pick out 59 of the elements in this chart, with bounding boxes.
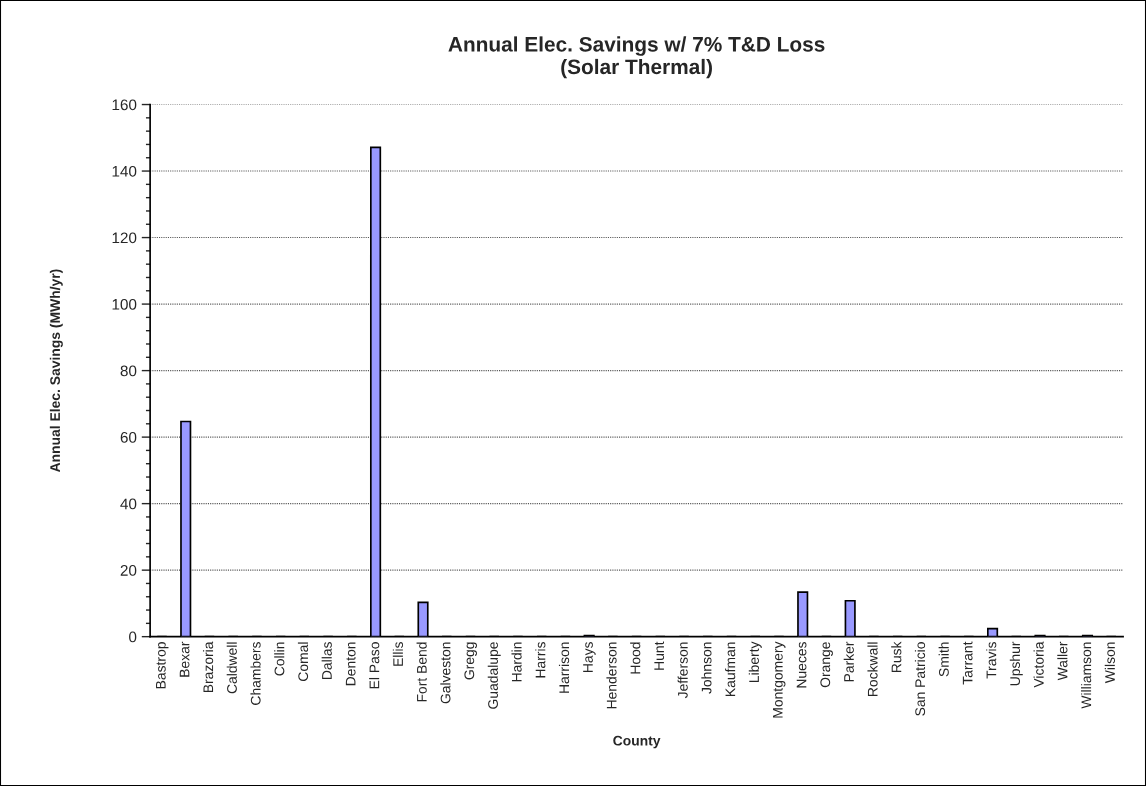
x-tick-label: Dallas: [321, 642, 332, 679]
y-tick-label: 60: [120, 431, 137, 443]
x-tick-label: Hood: [630, 642, 641, 674]
bar: [180, 420, 192, 637]
x-tick-label: Brazoria: [202, 641, 214, 693]
bar: [797, 591, 809, 637]
x-tick-label: Nueces: [796, 642, 807, 688]
x-tick-label: Kaufman: [725, 642, 736, 696]
bar: [844, 599, 856, 637]
x-tick-label: Bastrop: [156, 642, 169, 689]
y-tick-label: 140: [112, 165, 137, 177]
x-tick-label: Montgomery: [773, 641, 786, 718]
x-tick-label: Orange: [820, 642, 833, 688]
y-tick-label: 20: [120, 565, 137, 576]
x-tick-label: Henderson: [606, 642, 617, 709]
x-tick-label: Johnson: [701, 642, 712, 694]
x-tick-label: Collin: [274, 642, 285, 676]
x-tick-label: Williamson: [1081, 642, 1092, 709]
x-tick-label: Hunt: [654, 641, 665, 670]
x-tick-label: Hays: [583, 642, 596, 673]
x-tick-label: Travis: [986, 642, 997, 679]
x-tick-label: Parker: [843, 641, 854, 682]
x-tick-label: San Patricio: [914, 642, 926, 716]
y-axis-title: Annual Elec. Savings (MWh/yr): [49, 269, 63, 473]
x-tick-label: Caldwell: [226, 642, 237, 694]
bar: [417, 601, 429, 637]
x-tick-label: Guadalupe: [487, 642, 501, 709]
x-tick-label: Upshur: [1009, 641, 1023, 686]
x-axis-title: County: [613, 735, 661, 749]
x-tick-label: Liberty: [748, 641, 762, 683]
x-tick-label: Smith: [938, 642, 949, 677]
x-tick-label: El Paso: [369, 642, 380, 689]
x-tick-label: Hardin: [511, 642, 522, 682]
x-tick-label: Tarrant: [962, 641, 973, 685]
x-tick-label: Chambers: [250, 642, 261, 705]
x-tick-label: Ellis: [392, 642, 404, 666]
x-tick-label: Harrison: [558, 642, 570, 693]
y-tick-label: 120: [112, 232, 137, 244]
x-tick-label: Denton: [345, 642, 356, 686]
bar: [986, 627, 999, 637]
x-tick-label: Waller: [1057, 641, 1068, 681]
x-tick-label: Comal: [297, 642, 309, 681]
y-tick-label: 160: [112, 99, 137, 111]
x-tick-label: Victoria: [1033, 641, 1044, 688]
y-tick-label: 0: [129, 631, 137, 643]
y-tick-label: 100: [112, 298, 137, 310]
x-tick-label: Gregg: [464, 642, 477, 680]
x-tick-label: Harris: [535, 642, 546, 678]
x-tick-label: Bexar: [179, 641, 190, 677]
y-tick-label: 40: [120, 498, 137, 510]
y-tick-label: 80: [120, 365, 137, 377]
x-tick-label: Galveston: [440, 642, 451, 704]
x-tick-label: Fort Bend: [416, 642, 427, 702]
bar: [369, 146, 382, 637]
x-tick-label: Rusk: [891, 641, 902, 673]
chart-title: Annual Elec. Savings w/ 7% T&D Loss (Solar Thermal): [448, 36, 825, 79]
x-tick-label: Jefferson: [677, 642, 688, 699]
x-tick-label: Rockwall: [867, 642, 878, 696]
x-tick-label: Wilson: [1104, 642, 1115, 684]
